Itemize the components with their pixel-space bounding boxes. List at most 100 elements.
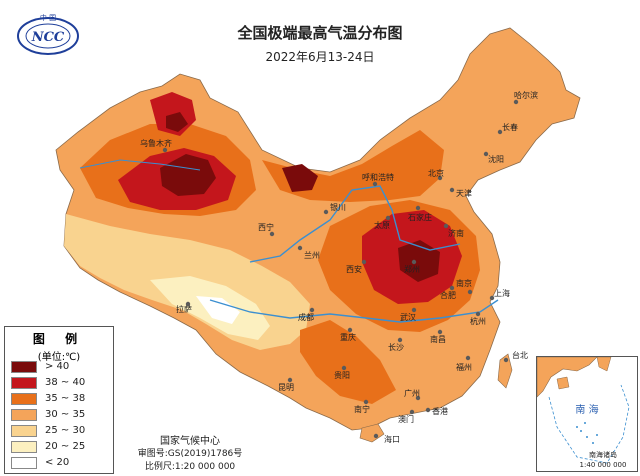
city-taiyuan-marker: [385, 215, 391, 221]
legend-swatch: [11, 425, 37, 437]
credit-agency: 国家气候中心: [160, 436, 220, 447]
credit-review-number: 审图号:GS(2019)1786号: [137, 449, 243, 459]
city-label-shijiazhuang: 石家庄: [408, 212, 432, 222]
city-zhengzhou-marker: [411, 259, 417, 265]
hainan-island: [359, 423, 385, 443]
city-shanghai-marker: [489, 295, 495, 301]
city-tianjin-marker: [449, 187, 455, 193]
city-label-changchun: 长春: [502, 122, 518, 132]
legend-label: 30 ~ 35: [45, 409, 86, 420]
legend-title: 图 例: [32, 332, 86, 346]
city-jinan-marker: [443, 223, 449, 229]
region-35-38-south: [300, 320, 396, 404]
city-label-nanning: 南宁: [354, 404, 370, 414]
city-wuhan-marker: [411, 307, 417, 313]
city-nanning-marker: [363, 399, 369, 405]
city-changchun-marker: [497, 129, 503, 135]
legend-swatch: [11, 409, 37, 421]
ncc-logo: 中 国 NCC: [17, 13, 79, 55]
legend-row: 20 ~ 25: [11, 441, 111, 454]
taiwan-island: [497, 353, 513, 389]
inset-map: 南 海 南海诸岛 1:40 000 000: [536, 356, 630, 469]
legend-row: > 40: [11, 361, 111, 374]
city-label-yinchuan: 银川: [330, 202, 346, 212]
city-label-tianjin: 天津: [456, 188, 472, 198]
city-urumqi-marker: [162, 147, 168, 153]
city-nanjing-marker: [467, 289, 473, 295]
legend-unit: (单位:℃): [37, 352, 81, 363]
city-hongkong-marker: [425, 407, 431, 413]
city-label-macau: 澳门: [398, 414, 414, 424]
legend-label: 35 ~ 38: [45, 393, 86, 404]
city-label-guiyang: 贵阳: [334, 370, 350, 380]
legend-swatch: [11, 361, 37, 373]
legend-swatch: [11, 393, 37, 405]
city-label-hangzhou: 杭州: [470, 316, 486, 326]
city-hefei-marker: [449, 285, 455, 291]
region-above-40-xinjiang: [160, 154, 216, 196]
region-above-40-nw: [166, 112, 188, 132]
city-shenyang-marker: [483, 151, 489, 157]
inset-sea-label: 南 海: [575, 403, 598, 416]
yangtze-river: [209, 299, 499, 323]
city-label-jinan: 济南: [448, 228, 464, 238]
city-haikou-marker: [373, 433, 379, 439]
city-label-xining: 西宁: [258, 222, 274, 232]
city-label-shanghai: 上海: [494, 288, 510, 298]
legend-row: 38 ~ 40: [11, 377, 111, 390]
legend-label: > 40: [45, 361, 70, 372]
city-label-hohhot: 呼和浩特: [362, 172, 394, 182]
city-kunming-marker: [287, 377, 293, 383]
city-label-kunming: 昆明: [278, 383, 294, 392]
city-hohhot-marker: [372, 181, 378, 187]
legend-row: < 20: [11, 457, 111, 470]
legend-swatch: [11, 441, 37, 453]
city-chongqing-marker: [347, 327, 353, 333]
city-nanchang-marker: [437, 329, 443, 335]
city-labels: 乌鲁木齐 西宁 兰州 银川 呼和浩特 太原 石家庄 济南 郑州 西安 拉萨 成都…: [140, 90, 538, 444]
city-label-hefei: 合肥: [440, 290, 456, 300]
legend-row: 25 ~ 30: [11, 425, 111, 438]
city-label-beijing: 北京: [428, 168, 444, 178]
city-label-fuzhou: 福州: [456, 363, 472, 372]
legend: 图 例 (单位:℃) > 40 38 ~ 40 35 ~ 38 30 ~ 35 …: [4, 326, 114, 474]
legend-label: 25 ~ 30: [45, 425, 86, 436]
legend-label: 20 ~ 25: [45, 441, 86, 452]
city-xian-marker: [361, 259, 367, 265]
inset-caption: 南海诸岛: [589, 450, 617, 459]
xinjiang-river: [79, 159, 201, 171]
city-changsha-marker: [397, 337, 403, 343]
city-hangzhou-marker: [475, 311, 481, 317]
city-label-nanchang: 南昌: [430, 334, 446, 344]
city-label-nanjing: 南京: [456, 278, 472, 288]
city-label-taipei: 台北: [512, 350, 528, 360]
city-label-lhasa: 拉萨: [176, 304, 192, 314]
svg-text:NCC: NCC: [31, 30, 65, 45]
svg-text:中 国: 中 国: [40, 13, 56, 22]
city-xining-marker: [269, 231, 275, 237]
yellow-river: [249, 185, 461, 263]
legend-label: < 20: [45, 457, 70, 468]
city-label-chengdu: 成都: [298, 312, 314, 322]
city-harbin-marker: [513, 99, 519, 105]
city-label-zhengzhou: 郑州: [404, 264, 420, 274]
city-guangzhou-marker: [415, 395, 421, 401]
city-fuzhou-marker: [465, 355, 471, 361]
city-label-harbin: 哈尔滨: [514, 90, 538, 100]
city-label-shenyang: 沈阳: [488, 154, 504, 164]
city-label-changsha: 长沙: [388, 342, 404, 352]
city-label-guangzhou: 广州: [404, 388, 420, 398]
city-guiyang-marker: [341, 365, 347, 371]
city-taipei-marker: [503, 357, 509, 363]
south-china-sea-inset: 南 海 南海诸岛 1:40 000 000: [536, 356, 638, 472]
legend-label: 38 ~ 40: [45, 377, 86, 388]
city-label-wuhan: 武汉: [400, 312, 416, 322]
city-macau-marker: [409, 409, 415, 415]
legend-swatch: [11, 377, 37, 389]
map-title: 全国极端最高气温分布图: [237, 24, 403, 42]
city-markers: [162, 99, 519, 439]
city-label-lanzhou: 兰州: [304, 250, 320, 260]
city-beijing-marker: [437, 175, 443, 181]
region-above-40-inner-mongolia: [282, 164, 318, 192]
